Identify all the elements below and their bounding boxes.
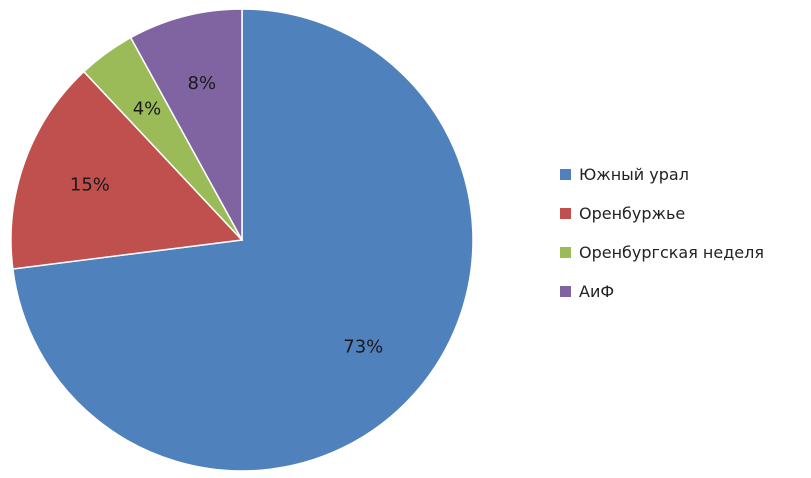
legend-label-3: АиФ — [579, 281, 615, 301]
legend-swatch-0 — [560, 168, 571, 180]
slice-data-label-3: 8% — [188, 73, 217, 94]
pie-slice-3 — [129, 8, 243, 241]
legend-swatch-3 — [560, 285, 571, 297]
legend-item-1: Оренбуржье — [560, 203, 764, 223]
slice-data-label-0: 73% — [343, 336, 383, 357]
legend-item-0: Южный урал — [560, 164, 764, 184]
legend-item-2: Оренбургская неделя — [560, 242, 764, 262]
legend-label-1: Оренбуржье — [579, 203, 686, 223]
legend-swatch-2 — [560, 246, 571, 258]
pie-slice-1 — [10, 70, 244, 270]
slice-data-label-2: 4% — [133, 99, 162, 120]
pie-slices — [10, 8, 474, 472]
legend-label-0: Южный урал — [579, 164, 689, 184]
slice-data-label-1: 15% — [70, 175, 110, 196]
pie-data-labels: 73% 15% 4% 8% — [70, 73, 383, 357]
legend-swatch-1 — [560, 207, 571, 219]
chart-legend: Южный урал Оренбуржье Оренбургская неделя А… — [560, 164, 764, 320]
legend-label-2: Оренбургская неделя — [579, 242, 764, 262]
legend-item-3: АиФ — [560, 281, 764, 301]
